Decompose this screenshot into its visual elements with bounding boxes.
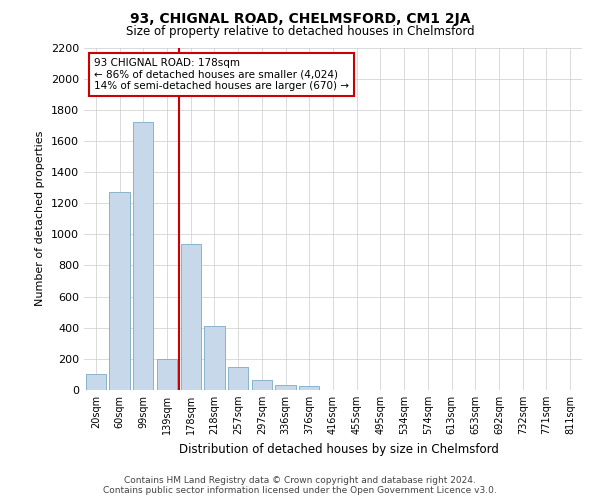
Text: Distribution of detached houses by size in Chelmsford: Distribution of detached houses by size … [179,442,499,456]
Bar [109,192,130,390]
Text: Size of property relative to detached houses in Chelmsford: Size of property relative to detached ho… [125,25,475,38]
Bar [228,366,248,390]
Bar [275,384,296,390]
Bar [157,359,177,390]
Text: 93, CHIGNAL ROAD, CHELMSFORD, CM1 2JA: 93, CHIGNAL ROAD, CHELMSFORD, CM1 2JA [130,12,470,26]
Bar [133,122,154,390]
Bar [86,374,106,390]
Bar [252,380,272,390]
Bar [205,326,224,390]
Bar [299,386,319,390]
Text: 93 CHIGNAL ROAD: 178sqm
← 86% of detached houses are smaller (4,024)
14% of semi: 93 CHIGNAL ROAD: 178sqm ← 86% of detache… [94,58,349,91]
Text: Contains HM Land Registry data © Crown copyright and database right 2024.
Contai: Contains HM Land Registry data © Crown c… [103,476,497,495]
Y-axis label: Number of detached properties: Number of detached properties [35,131,46,306]
Bar [181,244,201,390]
